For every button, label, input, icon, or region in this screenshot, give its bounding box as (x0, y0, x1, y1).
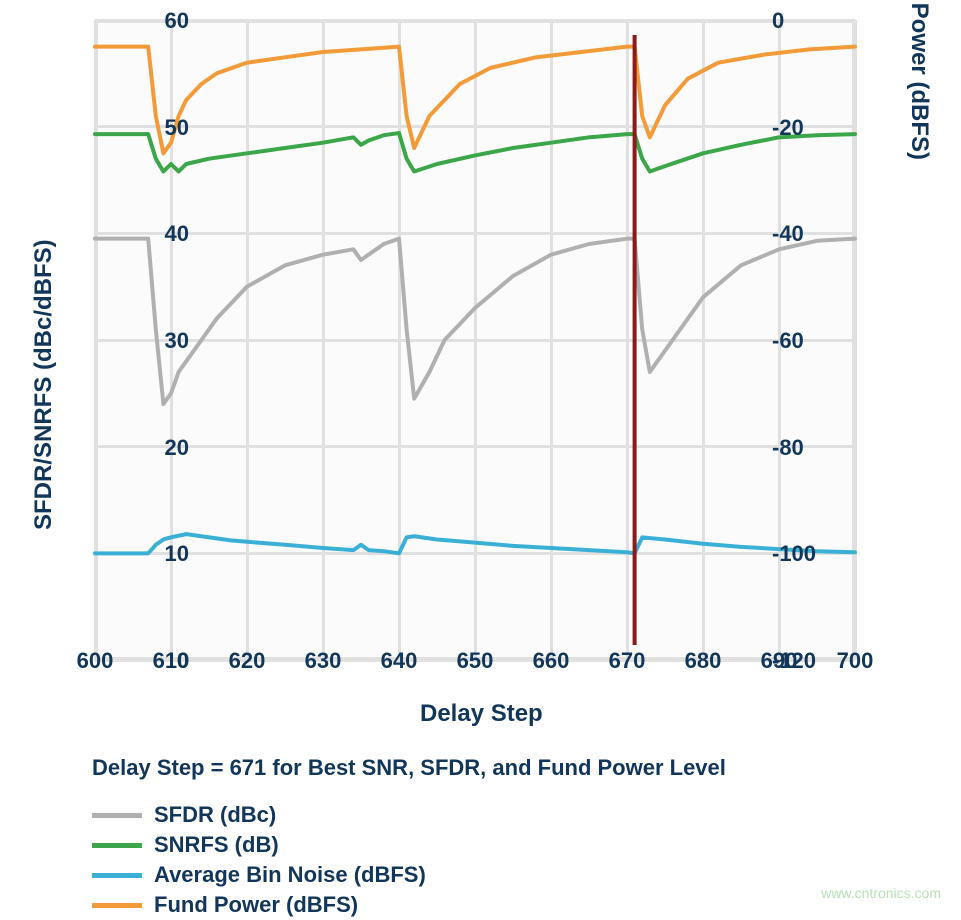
legend-item: Fund Power (dBFS) (92, 890, 426, 920)
plot-svg (95, 20, 855, 660)
y-left-tick-label: 50 (139, 115, 189, 141)
y-axis-label-left: SFDR/SNRFS (dBc/dBFS) (30, 239, 58, 530)
y-right-tick-label: -60 (772, 328, 842, 354)
x-tick-label: 670 (602, 648, 652, 674)
x-tick-label: 600 (70, 648, 120, 674)
x-tick-label: 680 (678, 648, 728, 674)
legend: SFDR (dBc) SNRFS (dB) Average Bin Noise (d… (92, 800, 426, 920)
series-line (95, 47, 855, 154)
chart-plot-area (95, 20, 855, 660)
series-line (95, 534, 855, 553)
legend-swatch (92, 903, 142, 908)
legend-label: Fund Power (dBFS) (154, 892, 358, 918)
legend-item: SNRFS (dB) (92, 830, 426, 860)
y-right-tick-label: -40 (772, 221, 842, 247)
watermark: www.cntronics.com (821, 885, 941, 901)
y-axis-label-right: Ave Bin Noise/Fund Power (dBFS) (905, 0, 933, 160)
y-left-tick-label: 10 (139, 541, 189, 567)
legend-swatch (92, 843, 142, 848)
x-tick-label: 660 (526, 648, 576, 674)
chart-caption: Delay Step = 671 for Best SNR, SFDR, and… (92, 755, 726, 781)
y-left-tick-label: 20 (139, 435, 189, 461)
legend-label: Average Bin Noise (dBFS) (154, 862, 426, 888)
y-left-tick-label: 60 (139, 8, 189, 34)
y-left-tick-label: 30 (139, 328, 189, 354)
x-tick-label: 650 (450, 648, 500, 674)
x-axis-label: Delay Step (420, 700, 543, 728)
legend-item: Average Bin Noise (dBFS) (92, 860, 426, 890)
y-left-tick-label: 40 (139, 221, 189, 247)
legend-label: SNRFS (dB) (154, 832, 279, 858)
x-tick-label: 620 (222, 648, 272, 674)
legend-swatch (92, 813, 142, 818)
x-tick-label: 630 (298, 648, 348, 674)
y-right-tick-label: -100 (772, 541, 842, 567)
x-tick-label: 640 (374, 648, 424, 674)
y-right-tick-label: -80 (772, 435, 842, 461)
legend-swatch (92, 873, 142, 878)
series-line (95, 239, 855, 404)
legend-label: SFDR (dBc) (154, 802, 276, 828)
y-right-tick-label: -20 (772, 115, 842, 141)
series-line (95, 133, 855, 171)
y-right-tick-label: 0 (772, 8, 842, 34)
y-right-tick-label: -120 (772, 648, 842, 674)
y-left-tick-label: 0 (139, 648, 189, 674)
legend-item: SFDR (dBc) (92, 800, 426, 830)
